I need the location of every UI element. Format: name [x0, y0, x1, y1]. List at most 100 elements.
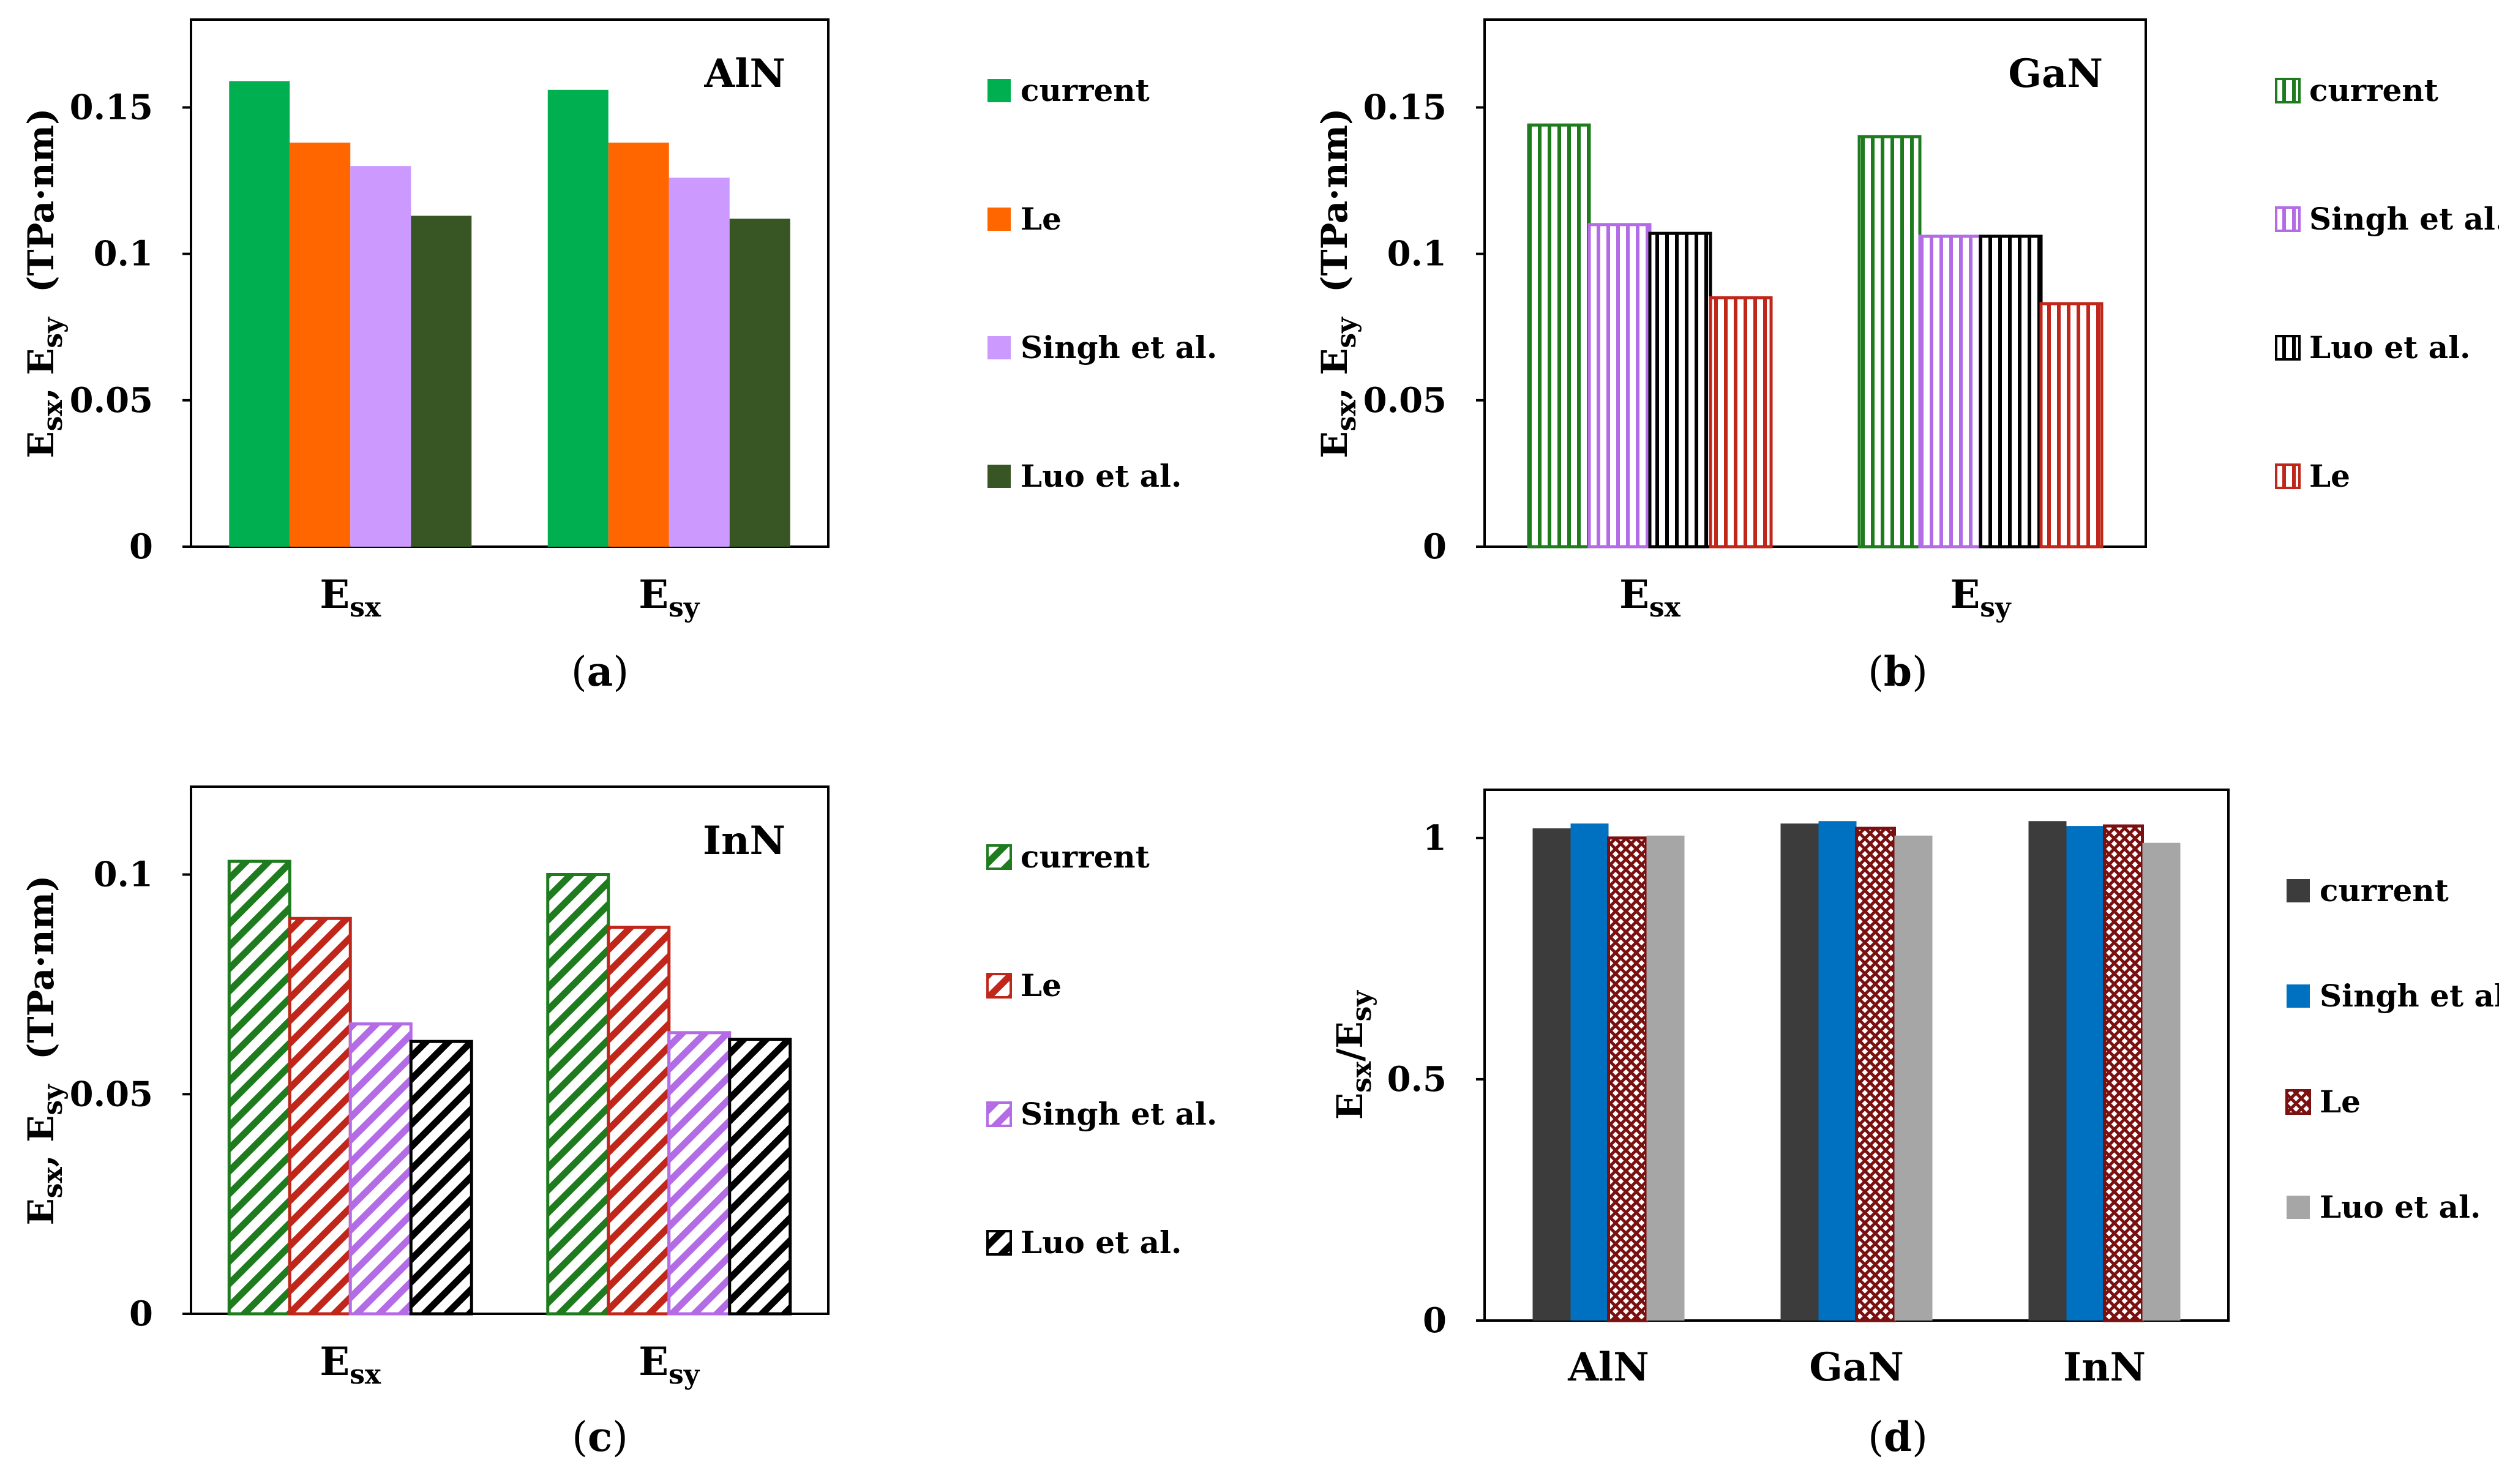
- legend-label: Luo et al.: [1021, 458, 1182, 494]
- legend-swatch: [987, 465, 1011, 488]
- bar-current-1: [1780, 823, 1819, 1321]
- bar-luo-et-al--0: [409, 1040, 473, 1316]
- y-tick-label: 1: [1423, 818, 1447, 858]
- legend-item: Luo et al.: [2287, 1189, 2481, 1225]
- y-tick-label: 0.1: [94, 855, 153, 895]
- legend-swatch: [2287, 984, 2310, 1008]
- legend-label: Singh et al.: [2309, 201, 2499, 237]
- y-axis-label: Esx, Esy (TPa·nm): [1314, 108, 1362, 459]
- legend-swatch: [987, 336, 1011, 359]
- legend-swatch: [2275, 78, 2301, 103]
- bar-current-2: [2028, 821, 2067, 1321]
- panel-caption: (d): [1868, 1413, 1928, 1461]
- y-tick-label: 0.1: [94, 234, 153, 274]
- y-tick-label: 0.1: [1387, 234, 1447, 274]
- legend-label: current: [2320, 872, 2449, 909]
- bar-current-0: [227, 860, 291, 1316]
- bar-singh-et-al--0: [1570, 823, 1609, 1321]
- x-category-label: Esx: [320, 1339, 381, 1390]
- legend-item: Luo et al.: [987, 458, 1182, 494]
- bar-luo-et-al--0: [411, 215, 472, 547]
- bar-le-2: [2103, 824, 2144, 1322]
- legend-swatch: [986, 844, 1012, 870]
- bar-luo-et-al--0: [1646, 835, 1685, 1321]
- bar-le-1: [1855, 826, 1896, 1322]
- legend-item: Luo et al.: [2275, 329, 2470, 365]
- legend-item: current: [2287, 872, 2449, 909]
- panel-c: 0 0.05 0.1 Esx Esy InN Esx, Esy (TPa·nm) curren…: [20, 785, 1217, 1461]
- bar-le-1: [2039, 302, 2104, 549]
- panel-a: 0 0.05 0.1 0.15 Esx Esy AlN Esx, Esy (TPa·nm) cu…: [20, 18, 1217, 695]
- legend-item: Singh et al.: [987, 329, 1217, 365]
- bar-le-0: [288, 916, 352, 1316]
- legend-item: current: [2275, 72, 2438, 108]
- bar-current-0: [1527, 123, 1591, 549]
- x-category-label: Esy: [1950, 572, 2012, 623]
- bar-luo-et-al--1: [1979, 234, 2043, 549]
- bar-current-1: [546, 873, 610, 1316]
- plot-area: [1483, 18, 2147, 548]
- bar-singh-et-al--0: [350, 166, 411, 547]
- x-category-label: Esx: [1619, 572, 1681, 623]
- bar-le-0: [290, 142, 351, 547]
- legend-item: Le: [986, 967, 1062, 1003]
- legend-swatch: [986, 1101, 1012, 1127]
- legend-label: current: [1021, 72, 1150, 108]
- bar-luo-et-al--1: [728, 1038, 792, 1316]
- bar-current-0: [229, 81, 290, 547]
- y-tick-label: 0: [129, 527, 153, 567]
- y-tick-label: 0.15: [1363, 88, 1447, 128]
- y-tick-label: 0.05: [70, 1074, 153, 1114]
- legend-swatch: [987, 79, 1011, 102]
- panel-caption: (c): [572, 1413, 628, 1461]
- legend-label: Singh et al.: [1021, 329, 1217, 365]
- panel-d: 0 0.5 1 AlN GaN InN Esx/Esy current Singh et al.…: [1329, 789, 2499, 1461]
- bar-luo-et-al--0: [1648, 231, 1712, 549]
- panel-title: GaN: [2008, 51, 2103, 97]
- bar-singh-et-al--0: [348, 1022, 413, 1316]
- legend-swatch: [2287, 1196, 2310, 1219]
- legend-item: Singh et al.: [2275, 201, 2499, 237]
- legend-label: Singh et al.: [1021, 1096, 1217, 1132]
- y-axis-label: Esx, Esy (TPa·nm): [20, 108, 69, 459]
- legend-label: Luo et al.: [1021, 1224, 1182, 1261]
- legend-swatch: [986, 973, 1012, 999]
- y-tick-label: 0.05: [1363, 380, 1447, 421]
- bar-le-1: [608, 142, 669, 547]
- legend-label: current: [1021, 839, 1150, 875]
- legend-label: Luo et al.: [2320, 1189, 2481, 1225]
- legend-swatch: [986, 1230, 1012, 1256]
- panel-caption: (b): [1868, 648, 1928, 695]
- legend-item: current: [987, 72, 1150, 108]
- legend-label: Le: [1021, 967, 1062, 1003]
- legend-label: Le: [1021, 201, 1062, 237]
- legend-item: Singh et al.: [986, 1096, 1217, 1132]
- legend-swatch: [2275, 463, 2301, 489]
- y-tick-label: 0: [129, 1294, 153, 1334]
- legend-item: Le: [2275, 458, 2350, 494]
- legend-swatch: [2287, 879, 2310, 902]
- legend-label: Le: [2309, 458, 2350, 494]
- y-tick-label: 0: [1423, 527, 1447, 567]
- plot-area: [190, 785, 830, 1315]
- plot-area: [190, 18, 830, 548]
- bar-current-1: [1857, 135, 1922, 549]
- bar-singh-et-al--2: [2066, 826, 2105, 1321]
- y-tick-label: 0: [1423, 1300, 1447, 1341]
- legend-swatch: [2285, 1089, 2311, 1115]
- legend-swatch: [2275, 335, 2301, 361]
- bar-luo-et-al--1: [1894, 835, 1933, 1321]
- y-tick-label: 0.05: [70, 380, 153, 421]
- bar-singh-et-al--1: [667, 1031, 732, 1316]
- panel-title: AlN: [704, 51, 785, 97]
- x-category-label: Esy: [639, 1339, 700, 1390]
- bar-current-0: [1532, 828, 1571, 1321]
- legend-label: Luo et al.: [2309, 329, 2470, 365]
- bar-current-1: [547, 89, 609, 547]
- bar-singh-et-al--1: [1818, 821, 1857, 1321]
- legend-item: current: [986, 839, 1150, 875]
- y-axis-label: Esx/Esy: [1329, 990, 1377, 1120]
- legend-item: Singh et al.: [2287, 978, 2499, 1014]
- legend-label: Singh et al.: [2320, 978, 2499, 1014]
